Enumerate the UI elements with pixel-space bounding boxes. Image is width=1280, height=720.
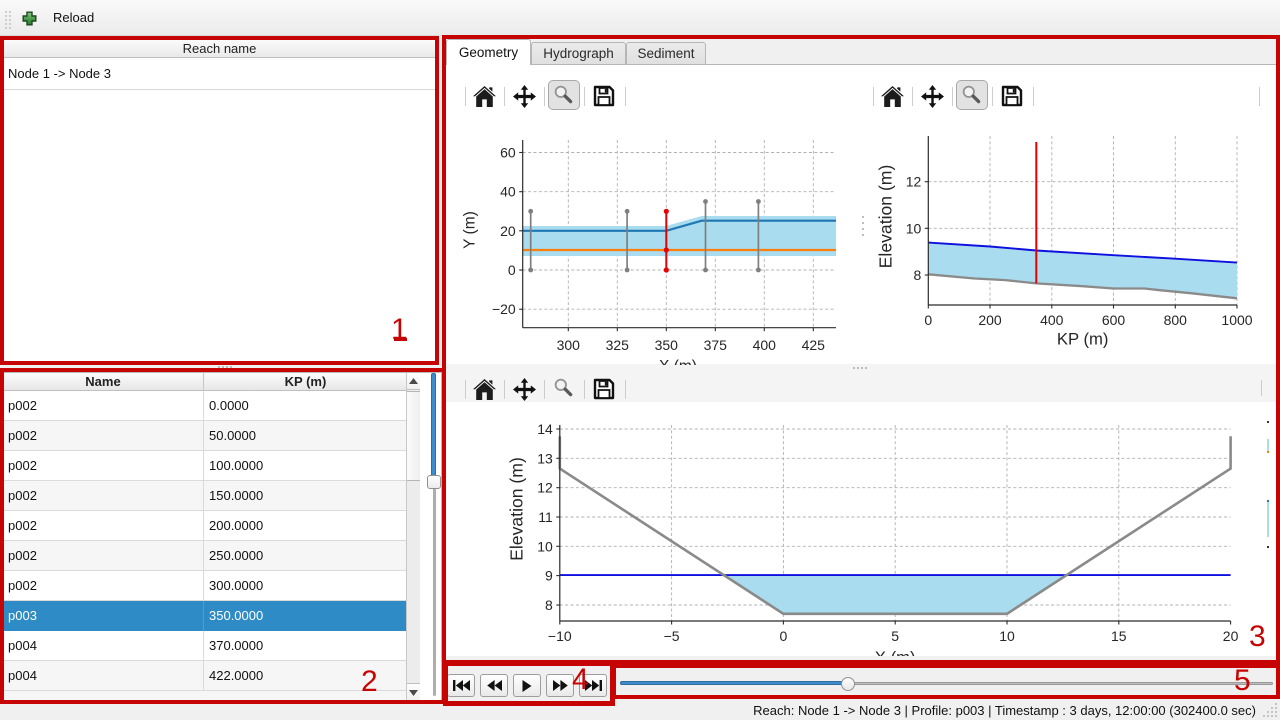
- svg-text:−20: −20: [492, 301, 516, 317]
- svg-text:40: 40: [500, 184, 516, 200]
- svg-text:10: 10: [906, 220, 922, 236]
- svg-text:8: 8: [545, 597, 553, 613]
- svg-text:X (m): X (m): [875, 648, 916, 656]
- svg-text:13: 13: [537, 450, 553, 466]
- svg-text:11: 11: [538, 509, 553, 525]
- svg-text:10: 10: [999, 628, 1015, 644]
- svg-text:Y (m): Y (m): [462, 211, 479, 249]
- svg-text:800: 800: [1164, 312, 1188, 328]
- svg-text:−10: −10: [548, 628, 572, 644]
- svg-text:12: 12: [537, 480, 553, 496]
- svg-text:14: 14: [537, 421, 553, 437]
- svg-text:−5: −5: [664, 628, 680, 644]
- svg-text:20: 20: [1223, 628, 1239, 644]
- svg-text:Elevation (m): Elevation (m): [876, 165, 896, 269]
- svg-text:9: 9: [545, 568, 553, 584]
- svg-text:325: 325: [606, 337, 630, 353]
- svg-text:350: 350: [655, 337, 679, 353]
- svg-text:425: 425: [802, 337, 826, 353]
- svg-text:200: 200: [978, 312, 1002, 328]
- svg-text:8: 8: [914, 267, 922, 283]
- svg-text:10: 10: [537, 538, 553, 554]
- svg-text:0: 0: [780, 628, 788, 644]
- svg-text:12: 12: [906, 174, 922, 190]
- svg-text:1000: 1000: [1221, 312, 1252, 328]
- svg-text:KP (m): KP (m): [1057, 330, 1109, 349]
- svg-text:5: 5: [891, 628, 899, 644]
- svg-text:15: 15: [1111, 628, 1127, 644]
- svg-text:0: 0: [924, 312, 932, 328]
- svg-text:X (m): X (m): [659, 358, 697, 365]
- svg-text:400: 400: [753, 337, 777, 353]
- svg-text:60: 60: [500, 145, 516, 161]
- svg-text:Elevation (m): Elevation (m): [507, 457, 527, 561]
- svg-text:600: 600: [1102, 312, 1126, 328]
- svg-text:300: 300: [557, 337, 581, 353]
- svg-text:20: 20: [500, 223, 516, 239]
- svg-text:0: 0: [508, 262, 516, 278]
- svg-text:375: 375: [704, 337, 728, 353]
- svg-text:400: 400: [1040, 312, 1064, 328]
